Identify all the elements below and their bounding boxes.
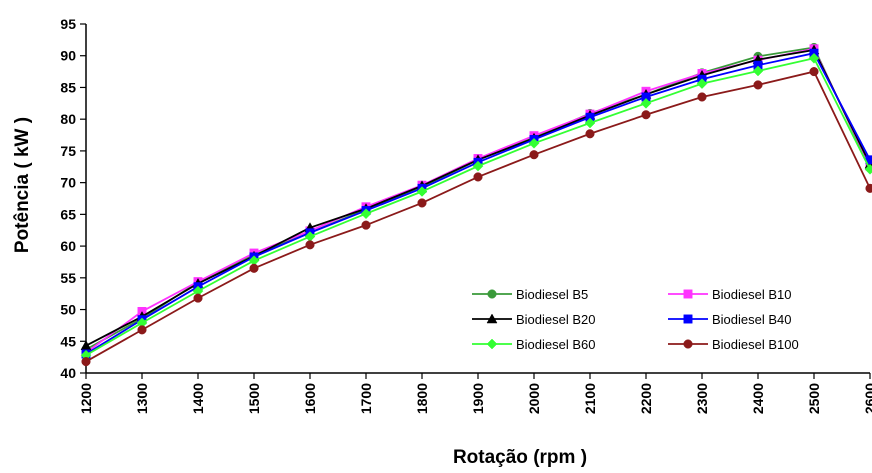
data-point [416,186,428,197]
data-point [809,67,819,77]
data-point [529,150,539,160]
data-point [865,183,872,193]
legend-entry: Biodiesel B5 [472,287,588,302]
series-biodiesel-b10 [81,44,872,358]
x-tick-label: 2100 [582,383,598,414]
data-point [753,80,763,90]
legend-entry: Biodiesel B20 [472,312,596,327]
legend-swatch-marker [683,339,693,349]
y-tick-label: 75 [60,143,76,159]
data-point [640,97,652,109]
x-tick-label: 2400 [750,383,766,414]
data-point [697,92,707,102]
legend-entry: Biodiesel B10 [668,287,792,302]
data-point [528,137,540,149]
data-point [249,263,259,273]
legend-swatch-marker [683,289,693,299]
data-point [864,163,872,175]
y-tick-label: 85 [60,79,76,95]
y-tick-label: 95 [60,16,76,32]
data-point [696,78,708,90]
y-tick-label: 50 [60,302,76,318]
x-tick-label: 2300 [694,383,710,414]
data-point [417,198,427,208]
x-axis-title: Rotação (rpm ) [453,447,587,468]
legend-entry: Biodiesel B100 [668,337,799,352]
x-tick-label: 1300 [134,383,150,414]
y-tick-label: 55 [60,270,76,286]
data-point [137,325,147,335]
data-point [360,208,372,220]
legend-label: Biodiesel B5 [516,287,588,302]
data-point [584,117,596,129]
data-point [80,340,92,350]
legend-label: Biodiesel B10 [712,287,792,302]
legend-entry: Biodiesel B40 [668,312,792,327]
x-tick-label: 2200 [638,383,654,414]
series-biodiesel-b20 [80,44,872,350]
data-point [193,293,203,303]
data-point [641,110,651,120]
legend-swatch-marker [486,313,498,324]
x-tick-label: 2000 [526,383,542,414]
legend-entry: Biodiesel B60 [472,337,596,352]
series-line [85,57,871,357]
data-point [472,160,484,172]
y-tick-label: 45 [60,333,76,349]
series-line [85,46,871,351]
x-tick-label: 1400 [190,383,206,414]
legend-label: Biodiesel B20 [516,312,596,327]
data-point [752,65,764,77]
legend-swatch-marker [683,314,693,324]
series-line [85,47,871,354]
x-tick-label: 1800 [414,383,430,414]
x-tick-label: 2500 [806,383,822,414]
legend-label: Biodiesel B100 [712,337,799,352]
data-point [473,172,483,182]
y-tick-label: 80 [60,111,76,127]
x-tick-label: 1700 [358,383,374,414]
legend-label: Biodiesel B40 [712,312,792,327]
y-tick-label: 40 [60,365,76,381]
series-line [85,52,871,355]
x-tick-label: 2600 [862,383,872,414]
legend-label: Biodiesel B60 [516,337,596,352]
y-tick-label: 60 [60,238,76,254]
x-tick-label: 1500 [246,383,262,414]
x-tick-label: 1900 [470,383,486,414]
series-biodiesel-b60 [80,52,872,361]
legend: Biodiesel B5 Biodiesel B10 Biodiesel B20 Bi… [472,287,799,352]
y-tick-label: 65 [60,206,76,222]
x-tick-label: 1200 [78,383,94,414]
legend-swatch-marker [487,289,497,299]
series-layer [80,42,872,367]
data-point [361,220,371,230]
data-point [305,240,315,250]
legend-swatch-marker [486,338,498,350]
axes: 40 45 50 55 60 65 70 75 80 85 90 95 1200 1300 1400 1500… [60,16,872,414]
series-biodiesel-b5 [81,42,872,355]
y-axis-title: Potência ( kW ) [12,117,33,253]
data-point [808,52,820,64]
data-point [81,357,91,367]
data-point [585,129,595,139]
x-tick-label: 1600 [302,383,318,414]
y-tick-label: 90 [60,48,76,64]
y-tick-label: 70 [60,175,76,191]
series-biodiesel-b100 [81,67,872,367]
